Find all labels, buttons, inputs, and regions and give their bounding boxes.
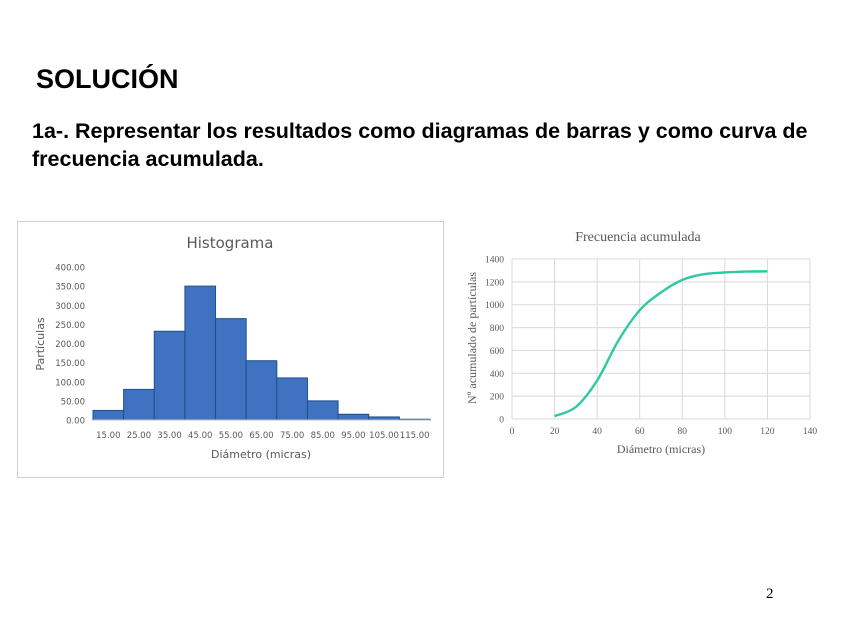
cumulative-title: Frecuencia acumulada	[575, 230, 701, 245]
cumulative-chart-frame: Frecuencia acumulada Nº acumulado de par…	[455, 222, 827, 467]
histogram-y-tick-label: 350.00	[55, 283, 85, 293]
histogram-x-tick-label: 75.00	[280, 431, 304, 441]
histogram-x-tick-label: 25.00	[127, 431, 151, 441]
histogram-chart: Histograma Partículas Diámetro (micras) …	[34, 234, 431, 461]
histogram-y-tick-label: 100.00	[55, 378, 85, 388]
cumulative-y-tick-label: 600	[490, 347, 505, 357]
cumulative-x-tick-label: 40	[592, 427, 602, 437]
histogram-bar	[276, 377, 308, 421]
cumulative-y-tick-label: 800	[490, 324, 505, 334]
histogram-y-tick-label: 200.00	[55, 340, 85, 350]
histogram-y-tick-label: 300.00	[55, 302, 85, 312]
cumulative-frequency-chart: Frecuencia acumulada Nº acumulado de par…	[465, 230, 818, 456]
histogram-y-tick-label: 250.00	[55, 321, 85, 331]
page-number: 2	[766, 586, 774, 602]
histogram-bar	[153, 330, 186, 421]
histogram-x-tick-label: 45.00	[188, 431, 212, 441]
histogram-x-tick-label: 105.00	[369, 431, 399, 441]
cumulative-frequency-line	[554, 270, 768, 418]
cumulative-x-axis-label: Diámetro (micras)	[617, 442, 705, 456]
histogram-title: Histograma	[186, 234, 273, 252]
cumulative-x-tick-label: 80	[678, 427, 688, 437]
cumulative-y-tick-label: 400	[490, 370, 505, 380]
histogram-x-tick-label: 35.00	[157, 431, 181, 441]
histogram-y-tick-label: 150.00	[55, 359, 85, 369]
histogram-y-tick-label: 0.00	[66, 417, 85, 427]
cumulative-y-axis-label: Nº acumulado de partículas	[465, 272, 479, 404]
histogram-y-axis-label: Partículas	[34, 317, 47, 371]
histogram-x-tick-label: 55.00	[219, 431, 243, 441]
cumulative-x-tick-label: 120	[760, 427, 775, 437]
histogram-x-tick-label: 85.00	[311, 431, 335, 441]
cumulative-y-tick-label: 0	[499, 416, 504, 426]
cumulative-y-tick-label: 1400	[485, 256, 504, 266]
cumulative-x-tick-label: 0	[510, 427, 515, 437]
cumulative-x-tick-label: 20	[550, 427, 560, 437]
histogram-x-tick-label: 15.00	[96, 431, 120, 441]
histogram-bar	[92, 409, 125, 421]
cumulative-x-tick-label: 140	[803, 427, 818, 437]
histogram-x-axis-label: Diámetro (micras)	[211, 448, 311, 461]
histogram-y-tick-label: 400.00	[55, 264, 85, 274]
histogram-bar	[184, 285, 217, 421]
cumulative-x-tick-label: 100	[718, 427, 733, 437]
histogram-bar	[337, 413, 370, 421]
cumulative-x-tick-label: 60	[635, 427, 645, 437]
cumulative-y-tick-label: 200	[490, 393, 505, 403]
histogram-x-tick-label: 115.00	[400, 431, 430, 441]
histogram-bar	[306, 400, 339, 421]
page-subtitle: 1a-. Representar los resultados como dia…	[32, 119, 808, 171]
histogram-x-tick-label: 95.00	[341, 431, 365, 441]
histogram-y-tick-label: 50.00	[61, 397, 85, 407]
cumulative-y-tick-label: 1000	[485, 301, 504, 311]
histogram-bar	[215, 318, 247, 421]
histogram-bar	[123, 388, 155, 421]
histogram-x-tick-label: 65.00	[249, 431, 273, 441]
histogram-bar	[245, 360, 278, 421]
page-title: SOLUCIÓN	[36, 64, 179, 94]
cumulative-y-tick-label: 1200	[485, 278, 504, 288]
histogram-chart-frame: Histograma Partículas Diámetro (micras) …	[17, 221, 444, 478]
